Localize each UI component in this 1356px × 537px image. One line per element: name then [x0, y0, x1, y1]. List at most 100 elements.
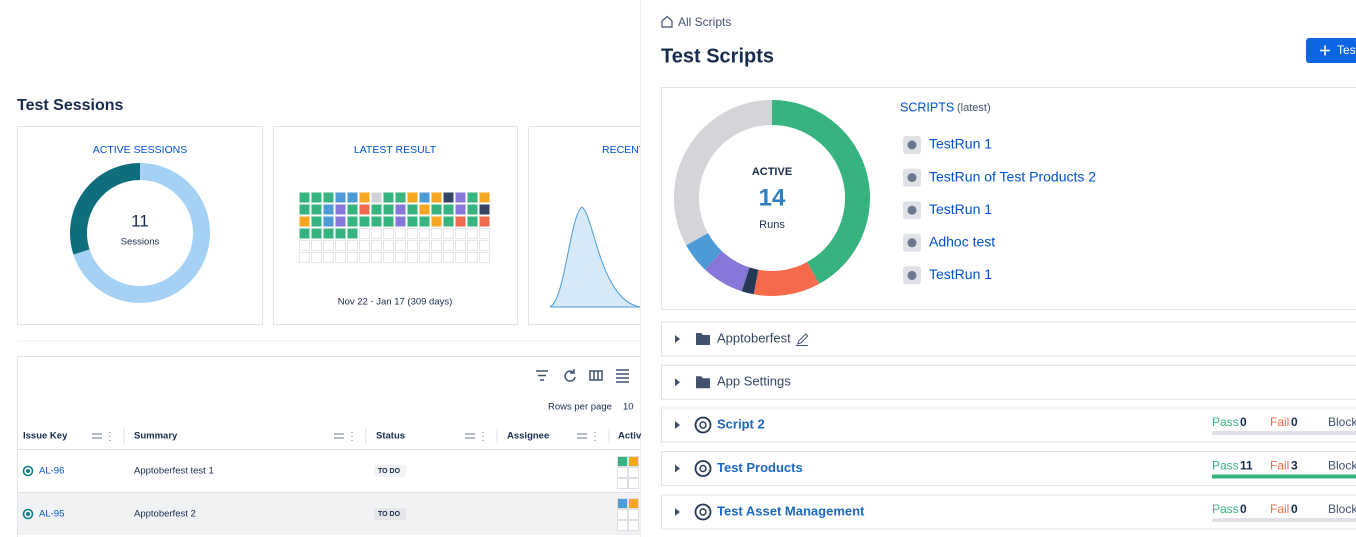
donut-segment: [741, 267, 759, 295]
column-header[interactable]: Activ: [618, 431, 642, 442]
empty-cell: [395, 228, 406, 239]
script-link[interactable]: TestRun of Test Products 2: [929, 168, 1096, 184]
row-card[interactable]: [661, 407, 1356, 443]
row-card[interactable]: [661, 494, 1356, 530]
donut-label: ACTIVE: [752, 166, 792, 178]
refresh-icon[interactable]: [564, 369, 576, 382]
home-icon[interactable]: [661, 15, 673, 28]
result-cell: [455, 216, 466, 227]
pass-label: Pass: [1212, 459, 1239, 473]
empty-cell: [371, 228, 382, 239]
pass-label: Pass: [1212, 502, 1239, 516]
drag-handle[interactable]: [92, 432, 111, 441]
fail-count: 0: [1291, 415, 1298, 429]
fail-count: 3: [1291, 459, 1298, 473]
script-name[interactable]: Test Products: [717, 460, 803, 475]
empty-cell: [347, 252, 358, 263]
expand-arrow[interactable]: [675, 508, 680, 516]
columns-icon[interactable]: [589, 370, 603, 381]
folder-name[interactable]: App Settings: [717, 374, 791, 389]
result-cell: [299, 204, 310, 215]
script-icon-pie: [907, 173, 917, 183]
empty-cell: [299, 240, 310, 251]
activity-cells: [617, 456, 639, 531]
script-icon-pie: [907, 205, 917, 215]
result-cell: [479, 204, 490, 215]
empty-cell: [359, 228, 370, 239]
script-link[interactable]: TestRun 1: [929, 136, 992, 152]
donut-segment: [686, 232, 723, 270]
expand-arrow[interactable]: [675, 335, 680, 343]
filter-icon[interactable]: [536, 370, 548, 381]
result-cell: [335, 192, 346, 203]
donut-segment: [771, 100, 870, 284]
result-cell: [347, 228, 358, 239]
result-cell: [407, 204, 418, 215]
button-label[interactable]: Test: [1337, 43, 1356, 57]
issue-key[interactable]: AL-96: [39, 466, 64, 477]
script-link[interactable]: Adhoc test: [929, 234, 995, 250]
script-icon-pie: [907, 238, 917, 248]
expand-arrow[interactable]: [675, 378, 680, 387]
status: TO DO: [378, 511, 401, 518]
row-card[interactable]: [661, 321, 1356, 357]
issue-icon-dot: [26, 469, 30, 473]
result-cell: [431, 216, 442, 227]
result-cell: [323, 192, 334, 203]
result-cell: [299, 228, 310, 239]
breadcrumb[interactable]: All Scripts: [678, 15, 731, 29]
issue-key[interactable]: AL-95: [39, 509, 64, 520]
script-link[interactable]: TestRun 1: [929, 266, 992, 282]
script-name[interactable]: Script 2: [717, 416, 765, 431]
result-cell: [419, 192, 430, 203]
result-cell: [443, 216, 454, 227]
status-badge: [374, 465, 406, 477]
section-title: Test Sessions: [17, 97, 124, 114]
count: 11: [131, 211, 149, 230]
expand-arrow[interactable]: [675, 421, 680, 429]
scripts-heading: SCRIPTS: [900, 100, 954, 114]
result-cell: [299, 216, 310, 227]
folder-icon: [696, 333, 710, 345]
progress-pass: [1212, 474, 1356, 479]
folder-name[interactable]: Apptoberfest: [717, 330, 791, 345]
empty-cell: [479, 240, 490, 251]
expand-arrow[interactable]: [675, 464, 680, 473]
column-header[interactable]: Summary: [134, 431, 178, 442]
script-type-icon: [694, 416, 712, 434]
pass-count: 0: [1240, 502, 1247, 516]
drag-handle[interactable]: [577, 432, 596, 441]
drag-handle[interactable]: [465, 432, 484, 441]
column-header[interactable]: Assignee: [507, 431, 549, 442]
empty-cell: [371, 240, 382, 251]
drag-handle[interactable]: [334, 432, 353, 441]
row-card[interactable]: [661, 364, 1356, 400]
row-card[interactable]: [661, 451, 1356, 486]
result-cell: [431, 192, 442, 203]
script-link[interactable]: TestRun 1: [929, 201, 992, 217]
density-icon[interactable]: [616, 369, 629, 383]
result-cell: [311, 216, 322, 227]
edit-icon[interactable]: [795, 333, 809, 346]
pass-count: 0: [1240, 415, 1247, 429]
result-cell: [467, 204, 478, 215]
empty-cell: [443, 252, 454, 263]
result-cell: [467, 216, 478, 227]
result-cell: [323, 204, 334, 215]
empty-cell: [371, 252, 382, 263]
script-name[interactable]: Test Asset Management: [717, 503, 865, 518]
column-header[interactable]: Status: [376, 431, 405, 442]
script-type-dot: [699, 508, 707, 516]
result-cell: [335, 216, 346, 227]
empty-cell: [407, 228, 418, 239]
rows-per-page[interactable]: 10: [623, 402, 634, 413]
create-button[interactable]: [1306, 38, 1356, 63]
block-label: Block: [1328, 502, 1356, 516]
toolbar: [536, 369, 629, 383]
column-header[interactable]: Issue Key: [23, 431, 68, 442]
folder-icon: [696, 376, 710, 389]
result-cell: [455, 192, 466, 203]
script-type-icon: [694, 460, 712, 477]
result-cell: [419, 204, 430, 215]
fail-label: Fail: [1270, 502, 1289, 516]
